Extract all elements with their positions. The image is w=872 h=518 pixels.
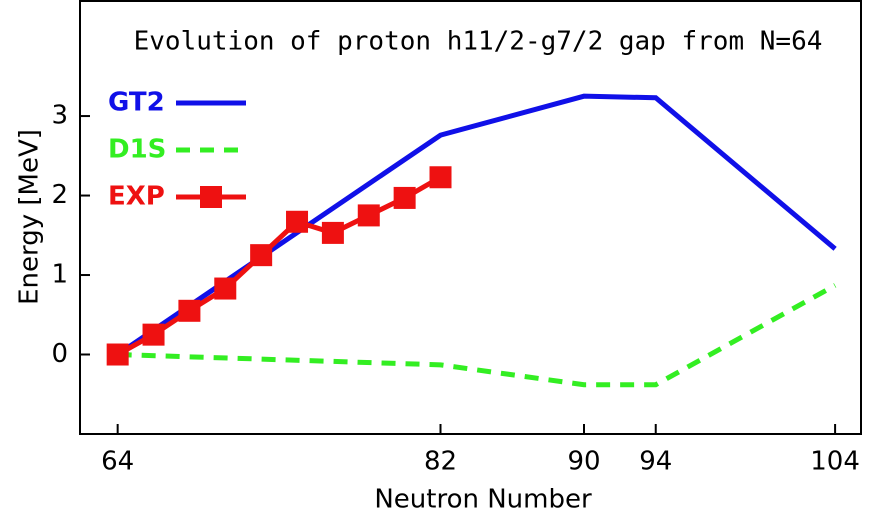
- x-tick-label: 64: [101, 447, 134, 477]
- point-marker: [250, 244, 273, 267]
- y-tick-label: 1: [51, 260, 68, 290]
- plot-frame: [79, 0, 862, 435]
- point-marker: [214, 277, 237, 300]
- point-marker: [429, 166, 452, 189]
- point-marker: [321, 221, 344, 244]
- y-tick-label: 0: [51, 339, 68, 369]
- x-tick-label: 94: [639, 447, 672, 477]
- chart-title: Evolution of proton h11/2-g7/2 gap from …: [134, 27, 823, 57]
- legend-label: EXP: [108, 182, 165, 212]
- y-tick-label: 2: [51, 180, 68, 210]
- series-line: [117, 283, 837, 388]
- x-tick-label: 104: [810, 447, 860, 477]
- x-tick-label: 90: [567, 447, 600, 477]
- legend-label: D1S: [108, 135, 166, 165]
- point-marker: [142, 323, 165, 346]
- point-marker: [393, 186, 416, 209]
- point-marker: [178, 299, 201, 322]
- legend-marker: [200, 186, 222, 208]
- y-tick-label: 3: [51, 101, 68, 131]
- point-marker: [106, 343, 129, 366]
- legend-label: GT2: [108, 88, 165, 118]
- point-marker: [357, 204, 380, 227]
- x-tick-label: 82: [424, 447, 457, 477]
- series-line: [116, 93, 837, 357]
- point-marker: [286, 210, 309, 233]
- y-axis-label: Energy [MeV]: [15, 129, 45, 305]
- series-line: [116, 175, 442, 357]
- x-axis-label: Neutron Number: [374, 485, 592, 515]
